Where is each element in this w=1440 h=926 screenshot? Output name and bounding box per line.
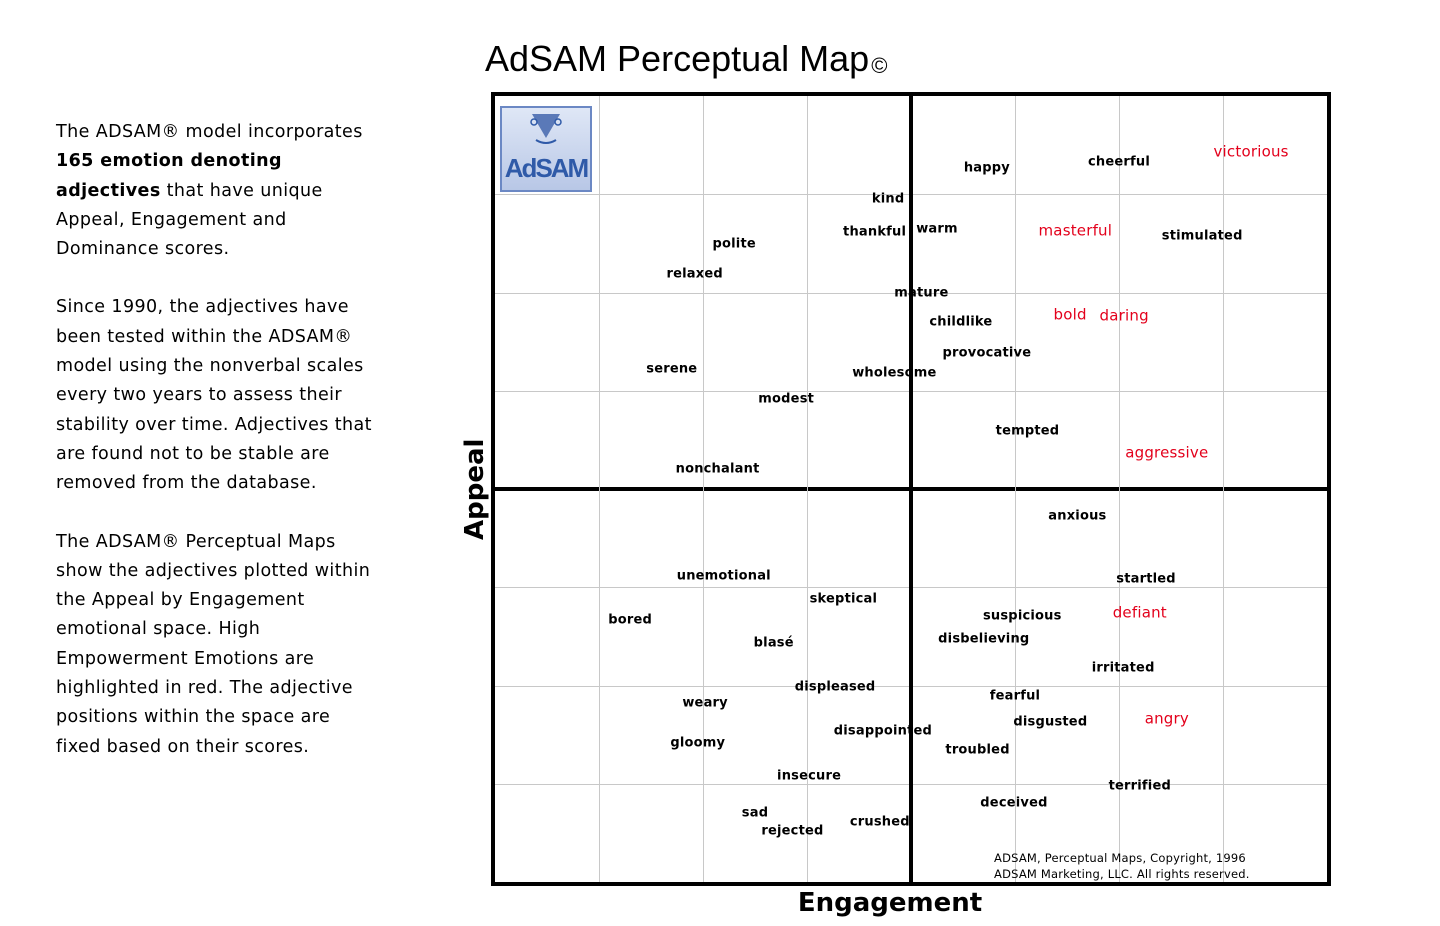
adjective-label: masterful (1038, 221, 1113, 240)
adjective-label: kind (871, 191, 905, 207)
adjective-label: sad (741, 805, 769, 821)
copyright-mark: © (871, 53, 888, 78)
grid-line-vertical (703, 96, 704, 882)
adjective-label: gloomy (670, 735, 726, 751)
chart-title-text: AdSAM Perceptual Map (485, 38, 870, 79)
adjective-label: victorious (1213, 142, 1289, 161)
description-paragraph-3: The ADSAM® Perceptual Maps show the adje… (56, 531, 371, 757)
adjective-label: cheerful (1088, 154, 1150, 170)
adjective-label: thankful (843, 224, 907, 240)
adjective-label: troubled (945, 742, 1010, 758)
adjective-label: fearful (989, 688, 1041, 704)
adjective-label: serene (646, 361, 698, 377)
description-bold-text: 165 emotion denoting adjectives (56, 151, 282, 201)
adjective-label: bold (1053, 305, 1087, 324)
grid-line-vertical (1223, 96, 1224, 882)
adjective-label: nonchalant (675, 461, 760, 477)
adjective-label: childlike (929, 314, 993, 330)
description-panel: The ADSAM® model incorporates 165 emotio… (56, 118, 376, 791)
adjective-label: mature (894, 285, 949, 300)
adjective-label: stimulated (1161, 228, 1243, 244)
adjective-label: blasé (753, 635, 794, 651)
adsam-logo: AdSAM (500, 106, 592, 192)
adjective-label: irritated (1091, 660, 1155, 676)
description-paragraph-2: Since 1990, the adjectives have been tes… (56, 297, 372, 494)
y-axis-line (909, 96, 913, 882)
x-axis-label: Engagement (797, 888, 983, 918)
adjective-label: anxious (1048, 508, 1107, 524)
grid-line-vertical (1015, 96, 1016, 882)
adjective-label: relaxed (666, 266, 723, 282)
adjective-label: disgusted (1013, 714, 1088, 730)
adjective-label: rejected (761, 823, 824, 839)
face-icon (530, 114, 562, 144)
adjective-label: polite (712, 236, 756, 252)
grid-line-vertical (599, 96, 600, 882)
copyright-line-1: ADSAM, Perceptual Maps, Copyright, 1996 (994, 851, 1246, 865)
adjective-label: terrified (1108, 778, 1171, 794)
copyright-line-2: ADSAM Marketing, LLC. All rights reserve… (994, 867, 1250, 881)
adjective-label: bored (608, 612, 653, 628)
adjective-label: provocative (942, 345, 1032, 361)
adjective-label: angry (1144, 709, 1189, 728)
grid-line-vertical (807, 96, 808, 882)
adjective-label: aggressive (1125, 443, 1209, 462)
adjective-label: startled (1116, 571, 1176, 587)
adjective-label: insecure (777, 768, 842, 784)
adjective-label: tempted (995, 423, 1060, 439)
description-paragraph-1: The ADSAM® model incorporates 165 emotio… (56, 118, 376, 264)
adjective-label: wholesome (852, 365, 937, 381)
adjective-label: deceived (980, 795, 1048, 811)
adjective-label: displeased (794, 679, 876, 695)
adjective-label: daring (1099, 306, 1149, 325)
adjective-label: warm (916, 221, 958, 237)
adjective-label: weary (682, 695, 728, 711)
adjective-label: skeptical (809, 591, 878, 607)
adjective-label: crushed (849, 814, 910, 830)
adjective-label: defiant (1112, 603, 1167, 622)
adjective-label: disbelieving (938, 631, 1030, 647)
perceptual-map-plot: AdSAM happy cheerful victorious kind thankfu… (491, 92, 1331, 886)
adjective-label: modest (758, 391, 815, 407)
adjective-label: happy (963, 160, 1010, 176)
logo-text: AdSAM (504, 153, 589, 183)
description-text: that have unique Appeal, Engagement and … (56, 180, 323, 260)
adjective-label: disappointed (833, 723, 933, 739)
chart-title: AdSAM Perceptual Map© (485, 38, 887, 80)
y-axis-label: Appeal (460, 438, 490, 540)
description-text: The ADSAM® model incorporates (56, 122, 363, 142)
adjective-label: suspicious (982, 608, 1062, 624)
grid-line-vertical (1119, 96, 1120, 882)
copyright-notice: ADSAM, Perceptual Maps, Copyright, 1996 … (994, 850, 1250, 882)
adjective-label: unemotional (676, 568, 771, 584)
